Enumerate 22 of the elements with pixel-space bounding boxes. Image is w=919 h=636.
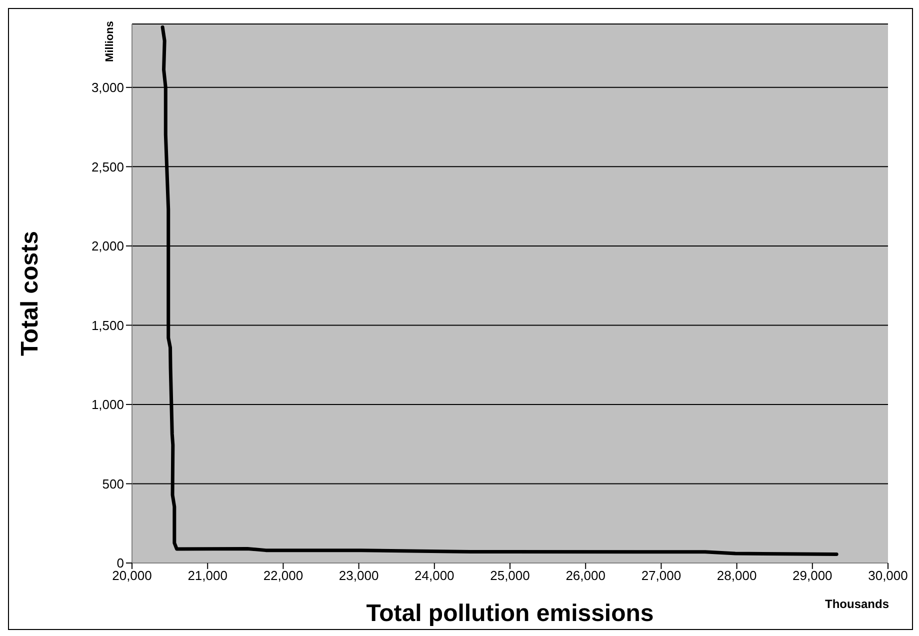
x-tick-label: 23,000 [338,568,379,584]
x-tick-label: 27,000 [641,568,682,584]
text: Millions [103,21,117,62]
x-tick-label: 22,000 [263,568,304,584]
y-tick-label: 500 [102,476,124,492]
x-tick-label: 21,000 [188,568,228,584]
y-tick-label: 2,000 [91,238,124,254]
x-tick-label: 24,000 [414,568,454,584]
text: Thousands [825,597,890,611]
x-tick-label: 30,000 [868,568,908,584]
x-tick-label: 29,000 [792,568,832,584]
x-tick-label: 26,000 [566,568,606,584]
y-tick-label: 2,500 [91,159,124,174]
y-axis-title: Total costs [16,231,44,356]
x-axis-title: Total pollution emissions [366,600,654,627]
x-tick-label: 20,000 [112,568,152,584]
x-tick-label: 25,000 [490,568,530,584]
y-tick-label: 0 [116,556,124,571]
y-tick-label: 3,000 [91,80,124,96]
x-tick-label: 28,000 [716,568,757,584]
y-tick-label: 1,500 [91,318,124,333]
y-tick-label: 1,000 [91,397,124,412]
